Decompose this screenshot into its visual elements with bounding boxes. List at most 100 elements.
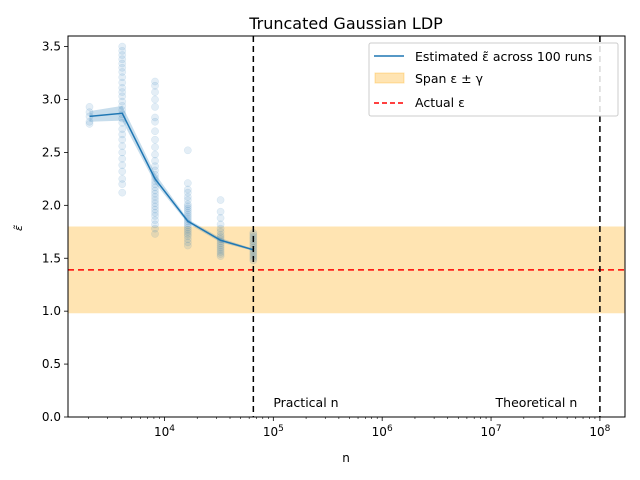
run-point bbox=[118, 148, 127, 157]
run-point bbox=[118, 97, 127, 106]
run-point bbox=[118, 55, 127, 64]
run-point bbox=[151, 103, 159, 111]
run-point bbox=[183, 227, 192, 236]
run-point bbox=[118, 84, 127, 92]
run-point bbox=[151, 157, 159, 165]
plot-area-frame bbox=[67, 35, 626, 418]
run-point bbox=[118, 51, 127, 59]
run-point bbox=[183, 193, 192, 201]
x-tick-label: 108 bbox=[589, 424, 610, 439]
y-tick-label: 0.5 bbox=[42, 357, 61, 371]
y-tick-label: 2.5 bbox=[42, 145, 61, 159]
run-point bbox=[151, 162, 159, 171]
run-point bbox=[151, 199, 159, 208]
run-point bbox=[118, 130, 127, 139]
run-point bbox=[118, 118, 127, 127]
run-point bbox=[85, 103, 94, 111]
run-point bbox=[151, 143, 159, 151]
run-point bbox=[118, 125, 127, 133]
run-point bbox=[216, 207, 225, 216]
run-point bbox=[183, 208, 192, 217]
run-point bbox=[183, 179, 192, 187]
annotation-practical-n: Practical n bbox=[273, 395, 338, 410]
run-point bbox=[118, 59, 127, 68]
run-point bbox=[118, 42, 127, 51]
run-point bbox=[216, 252, 225, 260]
run-point bbox=[151, 205, 159, 214]
legend-label-estimated: Estimated ε̃ across 100 runs bbox=[415, 49, 592, 64]
run-point bbox=[151, 216, 159, 224]
annotation-theoretical-n: Theoretical n bbox=[495, 395, 578, 410]
run-point bbox=[151, 208, 159, 217]
run-point bbox=[151, 189, 159, 198]
run-point bbox=[118, 154, 127, 163]
run-point bbox=[118, 135, 127, 144]
y-tick-label: 1.5 bbox=[42, 251, 61, 265]
run-point bbox=[216, 250, 225, 258]
run-point bbox=[183, 230, 192, 238]
run-point bbox=[118, 161, 127, 169]
run-point bbox=[118, 167, 127, 176]
run-point bbox=[151, 196, 159, 204]
run-point bbox=[118, 88, 127, 96]
run-point bbox=[183, 223, 192, 232]
run-point bbox=[151, 127, 159, 136]
run-point bbox=[118, 68, 127, 76]
legend-label-actual: Actual ε bbox=[415, 95, 465, 110]
run-point bbox=[151, 150, 159, 159]
run-point bbox=[118, 188, 127, 197]
run-point bbox=[183, 225, 192, 234]
legend-frame bbox=[368, 42, 619, 117]
run-point bbox=[183, 188, 192, 197]
run-point bbox=[151, 202, 159, 211]
run-point bbox=[183, 204, 192, 213]
run-point bbox=[151, 186, 159, 195]
run-point bbox=[183, 200, 192, 209]
run-point bbox=[216, 243, 225, 252]
run-point bbox=[151, 230, 159, 238]
x-tick-label: 106 bbox=[372, 424, 393, 439]
run-point bbox=[216, 224, 225, 233]
run-point bbox=[183, 238, 192, 247]
run-point bbox=[183, 235, 192, 244]
confidence-band bbox=[89, 105, 254, 251]
run-point bbox=[151, 220, 159, 229]
run-point bbox=[183, 241, 192, 250]
run-point bbox=[216, 245, 225, 254]
run-point bbox=[216, 241, 225, 250]
run-point bbox=[216, 220, 225, 229]
run-point bbox=[118, 142, 127, 150]
legend-swatch-span bbox=[374, 72, 405, 84]
run-point bbox=[151, 88, 159, 96]
run-point bbox=[151, 224, 159, 233]
estimated-line bbox=[89, 112, 254, 251]
chart-title: Truncated Gaussian LDP bbox=[248, 14, 443, 33]
run-point bbox=[118, 63, 127, 72]
run-point bbox=[183, 215, 192, 223]
run-point bbox=[216, 214, 225, 222]
run-point bbox=[183, 185, 192, 194]
run-point bbox=[151, 81, 159, 90]
run-point bbox=[151, 117, 159, 126]
run-point bbox=[183, 146, 192, 155]
run-point bbox=[151, 183, 159, 192]
run-point bbox=[118, 92, 127, 101]
run-point bbox=[118, 46, 127, 55]
y-tick-label: 2.0 bbox=[42, 198, 61, 212]
run-point bbox=[85, 117, 94, 126]
run-point bbox=[151, 77, 159, 86]
run-point bbox=[183, 202, 192, 211]
run-point bbox=[151, 193, 159, 201]
y-tick-label: 1.0 bbox=[42, 304, 61, 318]
run-point bbox=[216, 231, 225, 239]
run-point bbox=[216, 196, 225, 204]
run-point bbox=[118, 73, 127, 82]
y-tick-label: 3.0 bbox=[42, 93, 61, 107]
legend-label-span: Span ε ± γ bbox=[415, 71, 484, 86]
run-point bbox=[183, 232, 192, 240]
y-axis-label: ε̃ bbox=[12, 225, 25, 231]
x-tick-label: 107 bbox=[481, 424, 502, 439]
run-point bbox=[216, 248, 225, 256]
x-tick-label: 104 bbox=[154, 424, 175, 439]
